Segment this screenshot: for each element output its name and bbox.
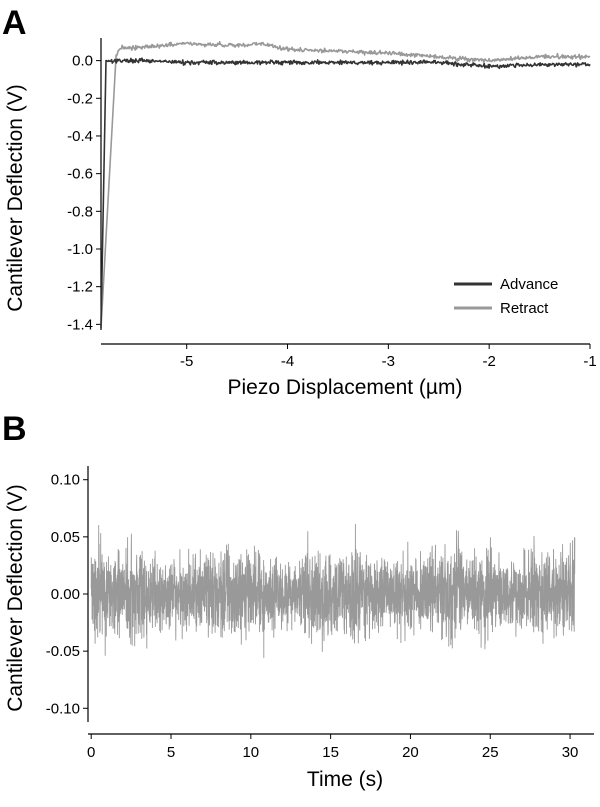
x-tick-label: 15 (322, 744, 339, 761)
panel-b: B 0.10 0.05 0.00 -0.05 -0.10 0 5 10 15 20 25 30 Ti… (2, 410, 594, 791)
y-tick-label: 0.10 (51, 472, 80, 489)
x-tick-label: -5 (180, 353, 193, 370)
x-tick-label: -2 (483, 353, 496, 370)
series-line-advance (100, 57, 591, 329)
x-tick-label: -1 (583, 353, 596, 370)
x-tick-label: 20 (402, 744, 419, 761)
panel-a-y-axis-title: Cantilever Deflection (V) (4, 84, 27, 312)
panel-a-x-axis-title: Piezo Displacement (µm) (228, 376, 463, 399)
x-tick-label: 30 (562, 744, 579, 761)
series-line-retract (100, 41, 591, 329)
noise-trace (90, 523, 576, 658)
y-tick-label: -0.4 (67, 128, 93, 145)
y-tick-label: -0.8 (67, 203, 93, 220)
panel-a-x-ticks: -5 -4 -3 -2 -1 (180, 344, 597, 370)
y-tick-label: -0.6 (67, 166, 93, 183)
legend-label-advance: Advance (500, 276, 558, 293)
y-tick-label: -1.0 (67, 241, 93, 258)
panel-a-y-ticks: 0.0 -0.2 -0.4 -0.6 -0.8 -1.0 -1.2 -1.4 (67, 53, 101, 333)
x-tick-label: -3 (382, 353, 395, 370)
panel-a-letter: A (2, 4, 27, 42)
y-tick-label: -1.2 (67, 279, 93, 296)
y-tick-label: -0.05 (46, 643, 80, 660)
panel-b-trace (90, 523, 576, 658)
x-tick-label: 0 (87, 744, 95, 761)
panel-b-y-axis-title: Cantilever Deflection (V) (4, 484, 27, 712)
panel-b-letter: B (2, 410, 27, 448)
panel-a: A 0.0 -0.2 -0.4 -0.6 -0.8 -1.0 -1.2 -1.4 -5 -4 -3… (2, 4, 597, 399)
x-tick-label: 25 (482, 744, 499, 761)
y-tick-label: -1.4 (67, 316, 93, 333)
y-tick-label: 0.0 (72, 53, 93, 70)
panel-a-legend: Advance Retract (454, 276, 558, 317)
y-tick-label: -0.2 (67, 90, 93, 107)
panel-b-x-axis-title: Time (s) (307, 768, 383, 791)
legend-label-retract: Retract (500, 300, 549, 317)
y-tick-label: 0.05 (51, 529, 80, 546)
y-tick-label: -0.10 (46, 700, 80, 717)
panel-a-series (100, 41, 591, 329)
panel-b-x-ticks: 0 5 10 15 20 25 30 (87, 734, 578, 761)
panel-b-y-ticks: 0.10 0.05 0.00 -0.05 -0.10 (46, 472, 88, 717)
x-tick-label: -4 (281, 353, 294, 370)
x-tick-label: 10 (242, 744, 259, 761)
y-tick-label: 0.00 (51, 586, 80, 603)
x-tick-label: 5 (167, 744, 175, 761)
